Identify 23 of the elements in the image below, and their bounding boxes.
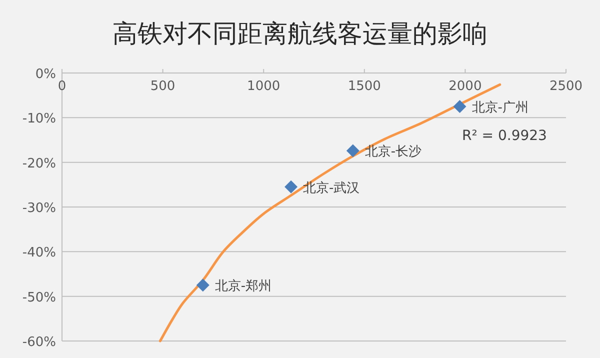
x-tick-label: 2500 bbox=[549, 79, 583, 94]
y-tick-label: 0% bbox=[35, 67, 56, 82]
x-tick-label: 0 bbox=[58, 79, 66, 94]
y-tick-label: -60% bbox=[22, 335, 56, 350]
chart-title: 高铁对不同距离航线客运量的影响 bbox=[112, 19, 488, 48]
y-tick-label: -50% bbox=[22, 290, 56, 306]
x-tick-label: 500 bbox=[150, 79, 176, 94]
data-label: 北京-武汉 bbox=[303, 180, 360, 196]
annotation: R² = 0.9923 bbox=[462, 128, 547, 144]
data-label: 北京-广州 bbox=[472, 100, 528, 116]
y-tick-label: -10% bbox=[22, 112, 56, 127]
y-tick-label: -40% bbox=[22, 246, 56, 261]
y-tick-label: -30% bbox=[22, 201, 56, 216]
x-tick-label: 2000 bbox=[448, 79, 482, 94]
data-label: 北京-长沙 bbox=[364, 144, 422, 160]
point bbox=[196, 278, 210, 292]
y-tick-label: -20% bbox=[22, 156, 56, 172]
data-label: 北京-郑州 bbox=[214, 279, 272, 294]
point bbox=[284, 180, 298, 194]
point bbox=[453, 100, 466, 113]
point bbox=[346, 144, 360, 158]
x-tick-label: 1000 bbox=[247, 79, 280, 94]
x-tick-label: 1500 bbox=[348, 79, 381, 94]
